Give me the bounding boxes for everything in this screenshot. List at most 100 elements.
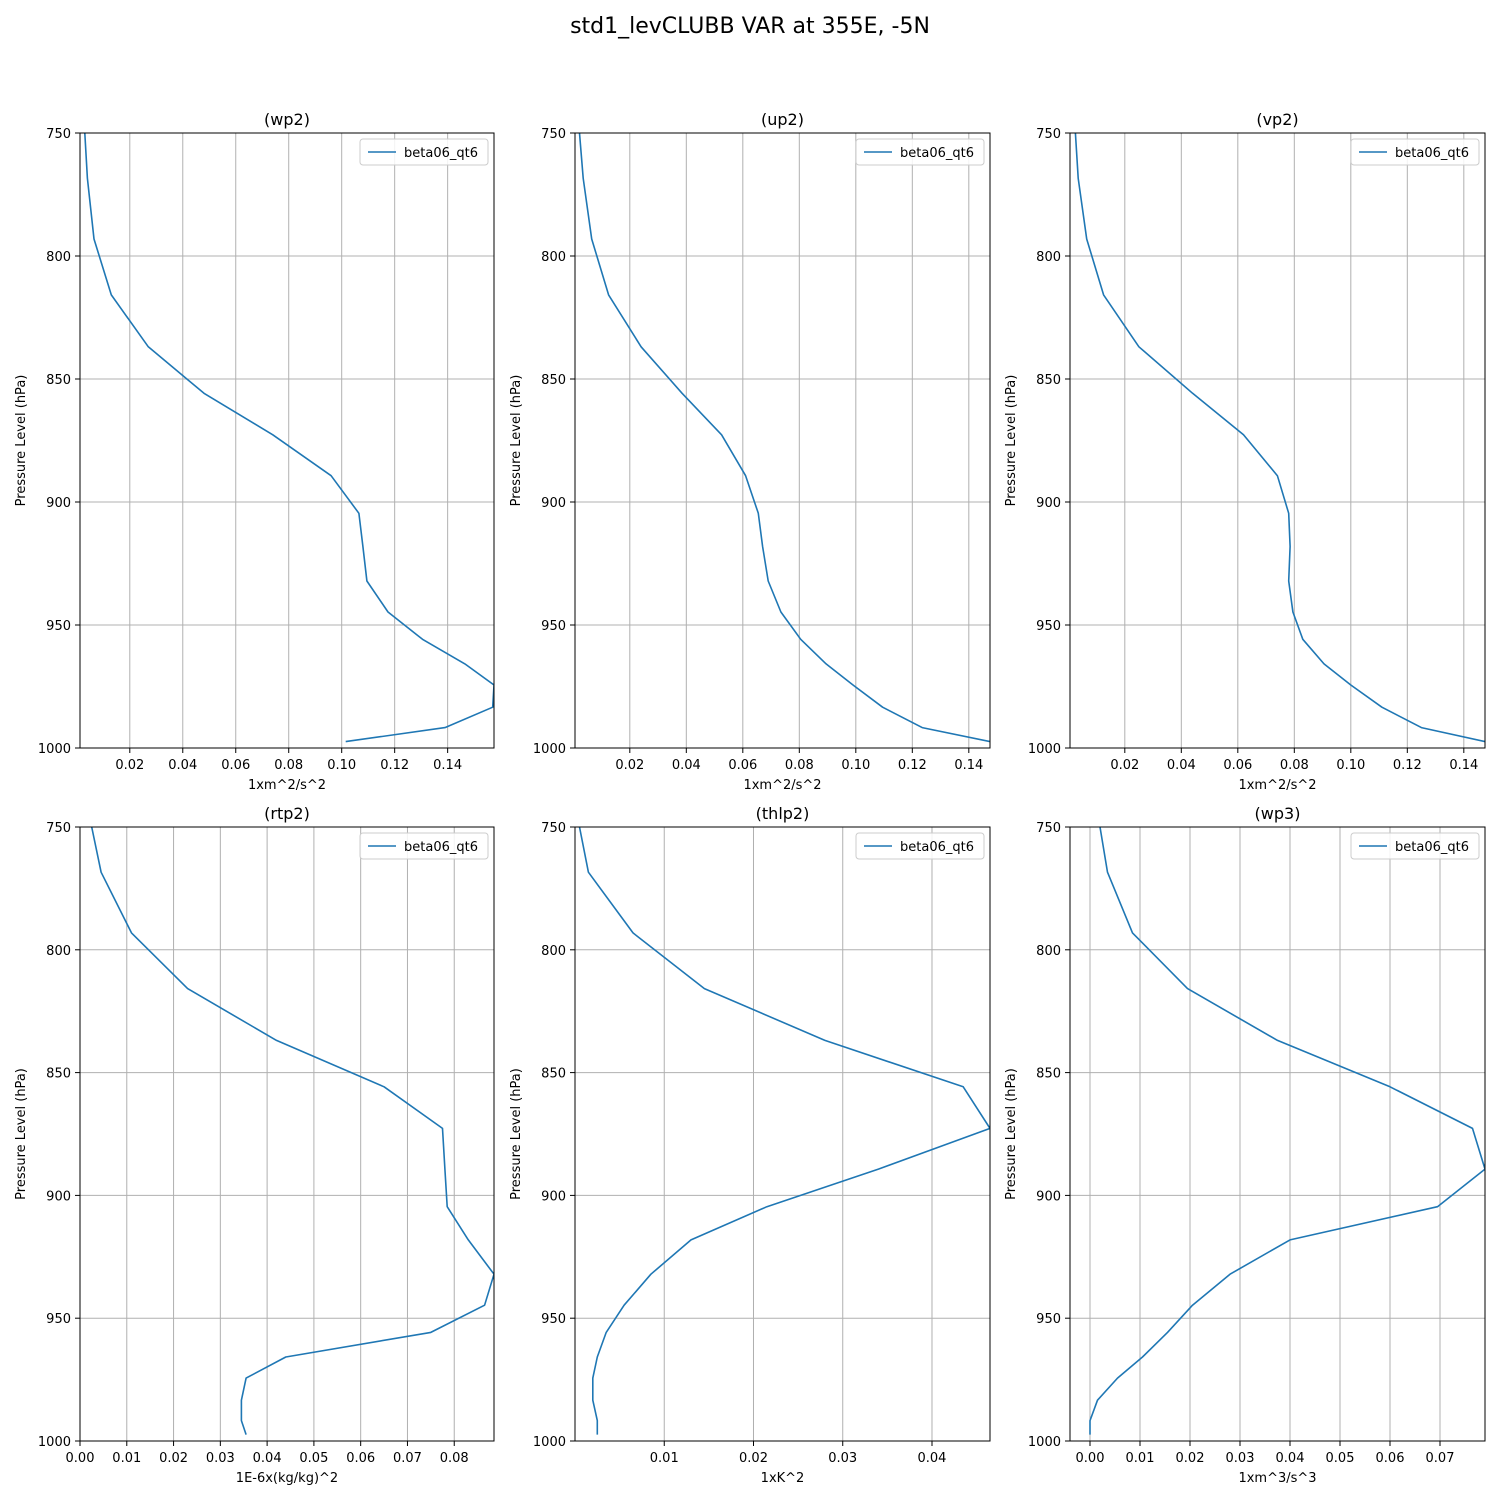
chart-panel: 0.02 0.04 0.06 0.08 0.10 0.12 0.14 750 800 850 900…: [14, 110, 495, 793]
y-tick-label: 900: [1036, 496, 1061, 511]
y-tick-label: 750: [1036, 127, 1061, 142]
plot-frame: [79, 826, 495, 1442]
figure-title: std1_levCLUBB VAR at 355E, -5N: [570, 14, 930, 39]
x-tick-label: 0.02: [615, 758, 644, 773]
chart-panel: 0.01 0.02 0.03 0.04 750 800 850 900 950 1000 (thlp…: [509, 804, 991, 1486]
y-tick-label: 850: [46, 373, 71, 388]
legend-box: [359, 832, 489, 860]
x-axis-label: 1E-6x(kg/kg)^2: [236, 1471, 338, 1486]
x-tick-label: 0.04: [168, 758, 197, 773]
x-tick-label: 0.04: [1276, 1451, 1305, 1466]
y-tick-label: 850: [541, 1067, 566, 1082]
y-tick-label: 750: [541, 821, 566, 836]
legend-box: [359, 138, 489, 166]
x-tick-label: 0.02: [159, 1451, 188, 1466]
legend: beta06_qt6: [359, 832, 489, 860]
y-tick-label: 750: [46, 127, 71, 142]
x-tick-label: 0.08: [1280, 758, 1309, 773]
y-axis-label: Pressure Level (hPa): [1004, 375, 1019, 507]
series-line: [90, 827, 494, 1435]
y-axis-label: Pressure Level (hPa): [509, 1068, 524, 1200]
legend-box: [1350, 138, 1480, 166]
x-tick-label: 0.10: [1336, 758, 1365, 773]
y-tick-label: 850: [541, 373, 566, 388]
x-tick-label: 0.08: [785, 758, 814, 773]
x-tick-label: 0.05: [299, 1451, 328, 1466]
x-tick-label: 0.03: [206, 1451, 235, 1466]
y-tick-label: 1000: [533, 1435, 566, 1450]
series-line: [84, 133, 494, 743]
x-tick-label: 0.01: [650, 1451, 679, 1466]
series-line: [578, 133, 990, 743]
x-tick-label: 0.04: [253, 1451, 282, 1466]
series-line: [578, 827, 990, 1435]
legend-box: [855, 832, 985, 860]
legend-label: beta06_qt6: [1395, 840, 1469, 855]
legend: beta06_qt6: [855, 138, 985, 166]
y-tick-label: 800: [541, 250, 566, 265]
x-tick-label: 0.06: [346, 1451, 375, 1466]
y-tick-label: 950: [46, 619, 71, 634]
series-line: [1089, 827, 1485, 1435]
x-tick-label: 0.06: [1376, 1451, 1405, 1466]
x-tick-label: 0.07: [393, 1451, 422, 1466]
x-axis-label: 1xm^2/s^2: [1238, 778, 1316, 793]
y-tick-label: 750: [46, 821, 71, 836]
chart-panel: 0.00 0.01 0.02 0.03 0.04 0.05 0.06 0.07 750 800 85…: [1004, 804, 1486, 1486]
y-tick-label: 900: [46, 1189, 71, 1204]
y-tick-label: 750: [1036, 821, 1061, 836]
legend-label: beta06_qt6: [900, 840, 974, 855]
chart-title: (rtp2): [264, 804, 310, 823]
y-tick-label: 900: [1036, 1189, 1061, 1204]
x-axis-label: 1xK^2: [761, 1471, 805, 1486]
legend: beta06_qt6: [359, 138, 489, 166]
plot-frame: [574, 826, 991, 1442]
x-tick-label: 0.03: [1226, 1451, 1255, 1466]
x-tick-label: 0.03: [828, 1451, 857, 1466]
chart-title: (vp2): [1256, 110, 1298, 129]
y-tick-label: 850: [46, 1067, 71, 1082]
plot-frame: [574, 132, 991, 749]
x-tick-label: 0.04: [918, 1451, 947, 1466]
y-axis-label: Pressure Level (hPa): [509, 375, 524, 507]
chart-title: (wp3): [1255, 804, 1301, 823]
x-tick-label: 0.00: [66, 1451, 95, 1466]
legend: beta06_qt6: [1350, 138, 1480, 166]
y-tick-label: 850: [1036, 373, 1061, 388]
x-tick-label: 0.04: [672, 758, 701, 773]
y-tick-label: 800: [46, 250, 71, 265]
x-tick-label: 0.12: [380, 758, 409, 773]
chart-panel: 0.02 0.04 0.06 0.08 0.10 0.12 0.14 750 800 850 900…: [509, 110, 991, 793]
x-tick-label: 0.14: [954, 758, 983, 773]
chart-title: (up2): [761, 110, 804, 129]
y-tick-label: 750: [541, 127, 566, 142]
y-axis-label: Pressure Level (hPa): [14, 375, 29, 507]
legend: beta06_qt6: [855, 832, 985, 860]
plot-frame: [79, 132, 495, 749]
y-tick-label: 900: [46, 496, 71, 511]
y-tick-label: 1000: [38, 742, 71, 757]
x-tick-label: 0.14: [1449, 758, 1478, 773]
x-tick-label: 0.06: [728, 758, 757, 773]
plot-frame: [1069, 132, 1486, 749]
y-tick-label: 950: [1036, 1312, 1061, 1327]
x-tick-label: 0.06: [221, 758, 250, 773]
x-axis-label: 1xm^2/s^2: [248, 778, 326, 793]
x-tick-label: 0.02: [115, 758, 144, 773]
x-tick-label: 0.12: [1393, 758, 1422, 773]
y-tick-label: 1000: [533, 742, 566, 757]
series-line: [1074, 133, 1485, 743]
y-tick-label: 900: [541, 496, 566, 511]
y-axis-label: Pressure Level (hPa): [1004, 1068, 1019, 1200]
chart-title: (thlp2): [756, 804, 810, 823]
legend: beta06_qt6: [1350, 832, 1480, 860]
x-tick-label: 0.02: [1110, 758, 1139, 773]
x-tick-label: 0.04: [1167, 758, 1196, 773]
x-tick-label: 0.10: [841, 758, 870, 773]
x-tick-label: 0.08: [440, 1451, 469, 1466]
x-tick-label: 0.02: [1176, 1451, 1205, 1466]
plot-frame: [1069, 826, 1486, 1442]
y-tick-label: 1000: [38, 1435, 71, 1450]
x-tick-label: 0.00: [1076, 1451, 1105, 1466]
x-tick-label: 0.08: [274, 758, 303, 773]
